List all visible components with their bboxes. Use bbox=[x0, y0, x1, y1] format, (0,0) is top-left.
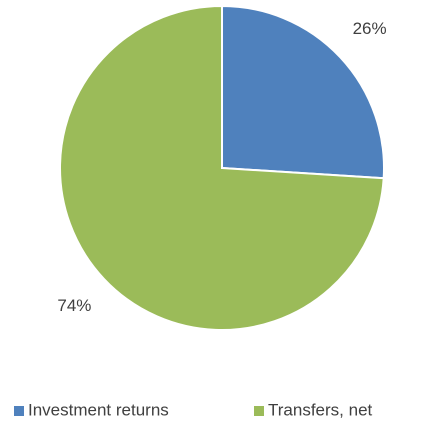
data-label: 26% bbox=[353, 19, 387, 38]
pie-slice bbox=[221, 4, 385, 180]
legend-label: Investment returns bbox=[28, 400, 169, 419]
legend-swatch bbox=[14, 406, 24, 416]
legend-label: Transfers, net bbox=[268, 400, 373, 419]
data-label: 74% bbox=[57, 296, 91, 315]
pie-slice bbox=[59, 4, 385, 331]
legend-swatch bbox=[254, 406, 264, 416]
